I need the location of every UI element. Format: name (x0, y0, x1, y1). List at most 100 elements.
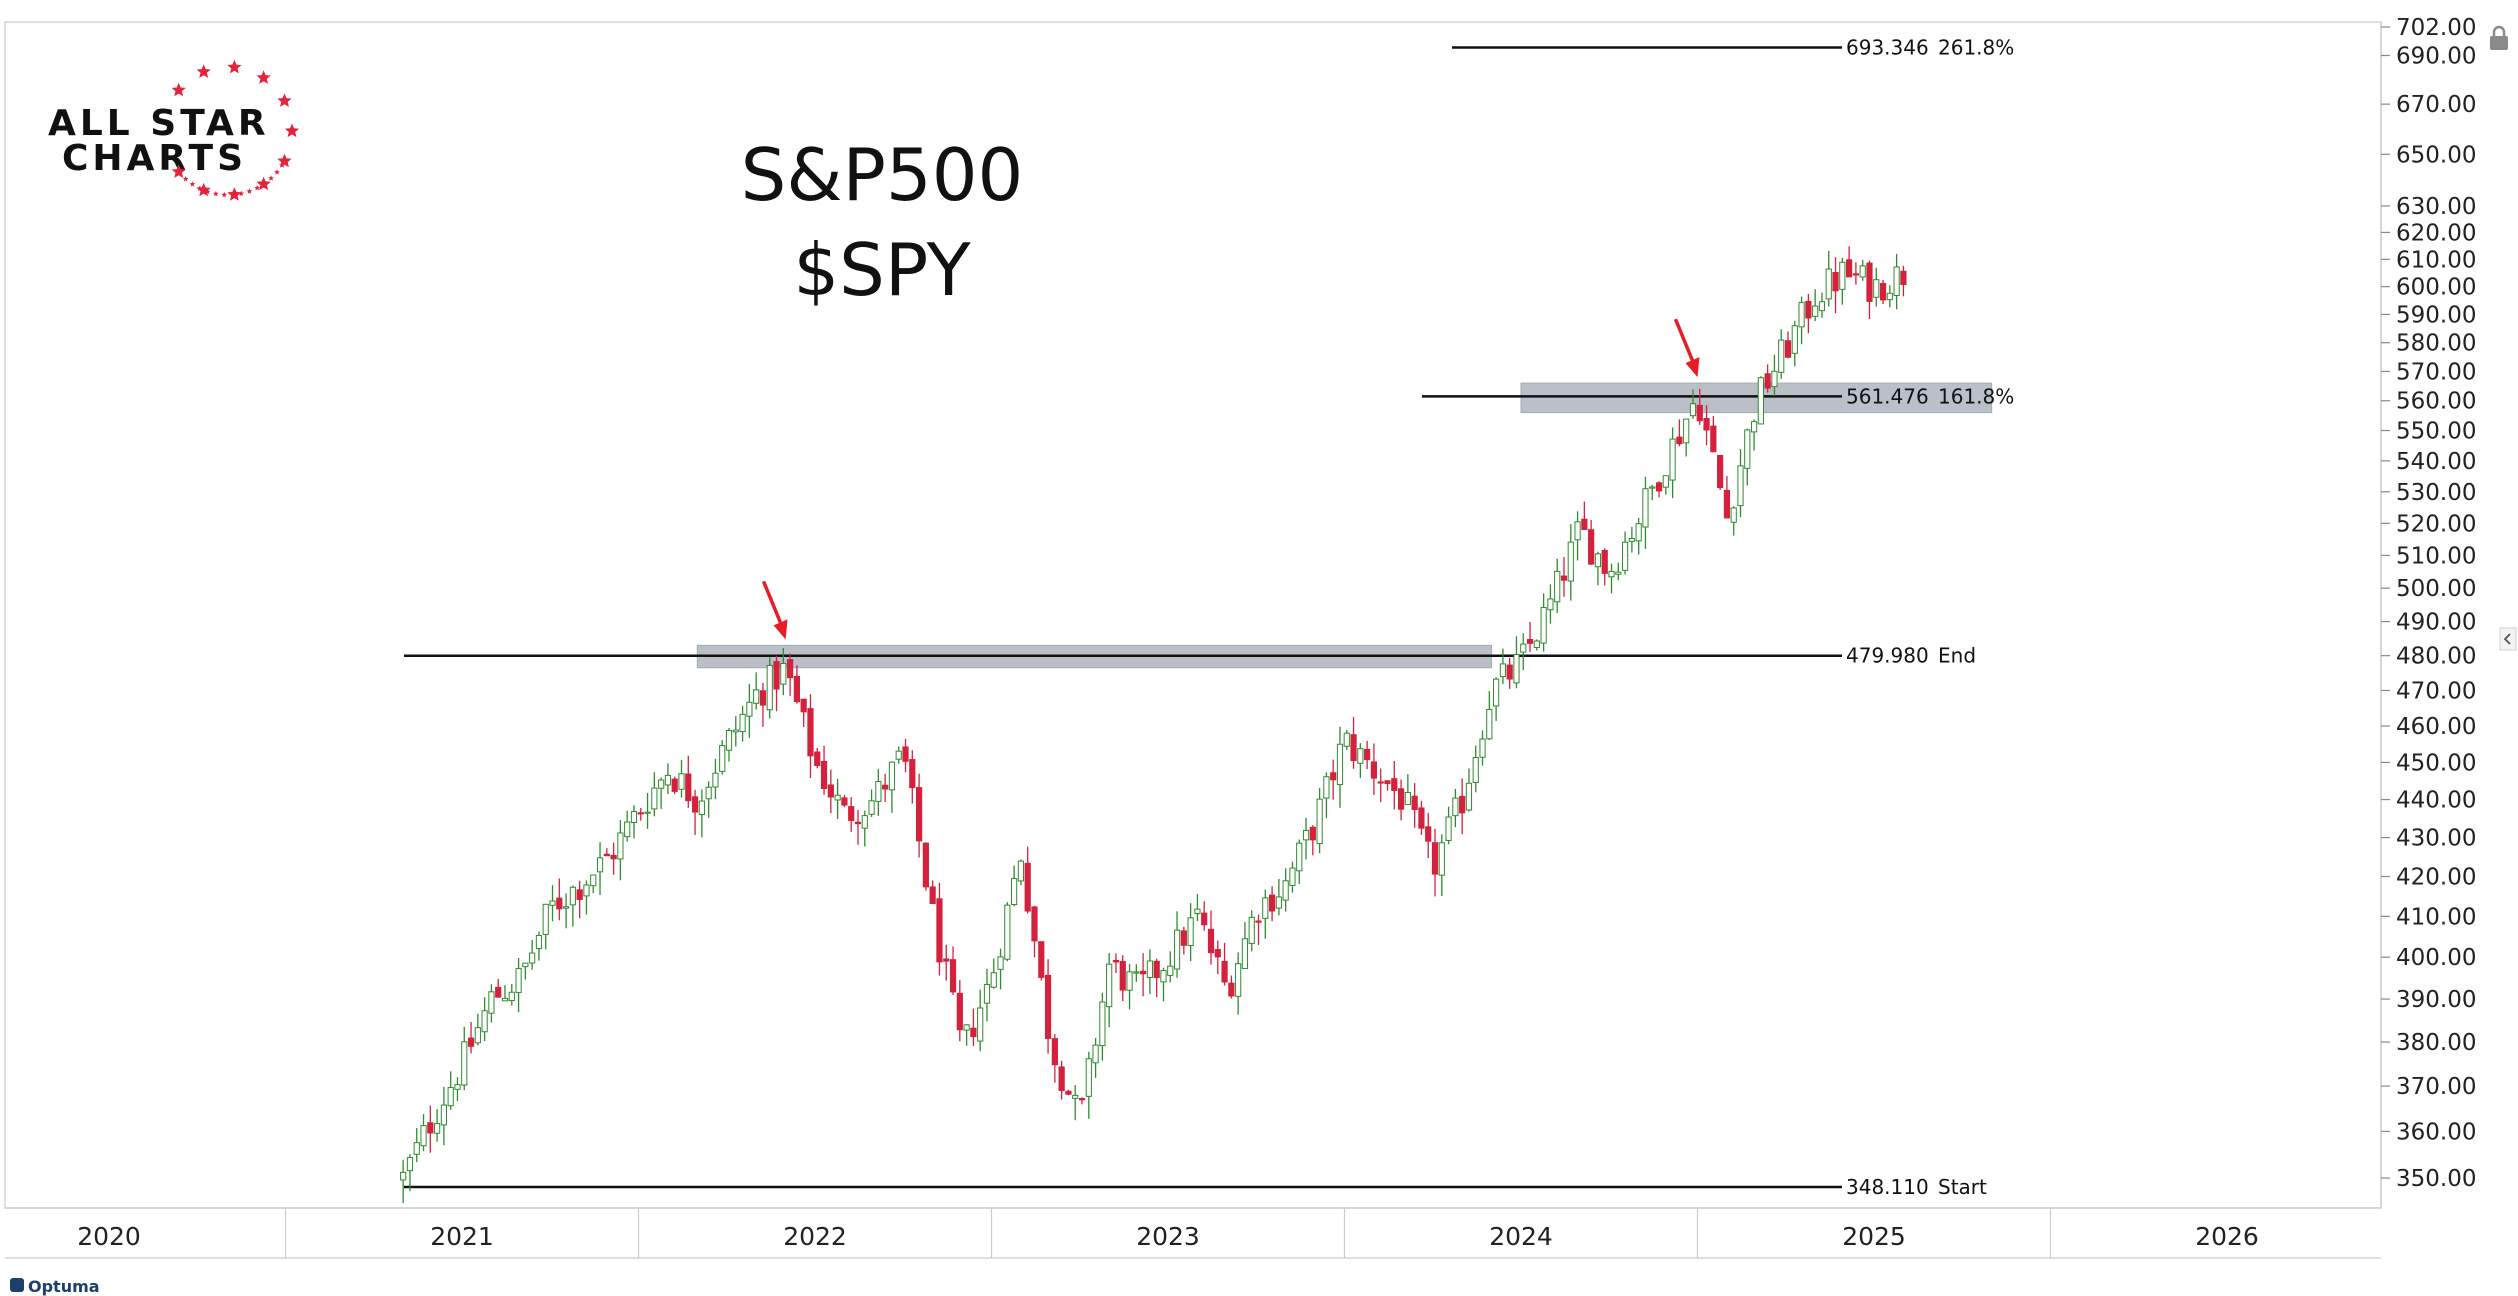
candle-body (963, 1024, 970, 1031)
candle-body (1377, 781, 1384, 784)
candle-body (1364, 749, 1371, 761)
y-tick-label: 670.00 (2396, 92, 2476, 118)
candle-body (780, 662, 787, 685)
candle-body (617, 832, 624, 860)
x-tick-label: 2023 (1136, 1222, 1200, 1251)
candle-body (1764, 373, 1771, 389)
candle-body (732, 729, 739, 733)
candle-body (1750, 421, 1758, 433)
y-tick-label: 480.00 (2396, 644, 2476, 670)
candle-body (1893, 266, 1900, 296)
x-tick-label: 2025 (1842, 1222, 1906, 1251)
y-tick-label: 420.00 (2396, 864, 2476, 890)
candle-body (1078, 1098, 1086, 1101)
resistance-zone (1520, 382, 1993, 414)
y-tick-label: 500.00 (2396, 576, 2476, 602)
candle-body (1296, 842, 1303, 872)
chart-title: S&P500 (741, 133, 1024, 217)
candle-body (827, 784, 834, 798)
y-tick-label: 390.00 (2396, 987, 2476, 1013)
candle-body (1323, 776, 1330, 799)
fib-level-ratio: 161.8% (1938, 384, 2014, 408)
candle-body (1798, 301, 1805, 328)
x-axis-ticks: 2020 2021 2022 2023 2024 2025 2026 (5, 1208, 2381, 1259)
candle-body (1004, 904, 1011, 960)
y-tick-label: 650.00 (2396, 142, 2476, 168)
candle-body (1567, 541, 1574, 582)
candle-body (875, 780, 882, 802)
chevron-left-icon[interactable] (2499, 627, 2517, 651)
candle-body (658, 779, 665, 789)
y-tick-label: 570.00 (2396, 359, 2476, 385)
logo-star (261, 180, 268, 186)
candle-body (949, 959, 957, 993)
candle-body (1282, 880, 1289, 901)
candle-body (1723, 489, 1731, 519)
candle-body (1350, 734, 1357, 762)
logo-star (274, 169, 280, 175)
candle-body (1397, 788, 1405, 810)
candle-body (420, 1125, 427, 1147)
optuma-label: Optuma (28, 1277, 100, 1296)
candle-body (1621, 541, 1629, 571)
candle-body (624, 821, 631, 838)
candle-body (1588, 529, 1595, 565)
candle-body (1900, 270, 1907, 285)
candle-body (1357, 748, 1364, 764)
candle-body (569, 886, 576, 906)
candle-body (1533, 640, 1540, 648)
candle-body (1275, 896, 1282, 909)
y-tick-label: 380.00 (2396, 1030, 2476, 1056)
candle-body (1153, 960, 1160, 979)
candle-body (1540, 607, 1547, 644)
candle-body (1818, 301, 1826, 312)
y-tick-label: 490.00 (2396, 610, 2476, 636)
candle-body (1180, 930, 1187, 946)
candle-body (1031, 906, 1038, 942)
candle-body (1717, 454, 1724, 489)
candle-body (1791, 325, 1798, 354)
y-tick-label: 580.00 (2396, 331, 2476, 357)
logo-star (227, 59, 242, 74)
logo-star (189, 181, 196, 187)
candle-body (1248, 916, 1255, 944)
candle-body (535, 935, 543, 950)
y-axis-ticks: 350.00 360.00 370.00 380.00 390.00 400.00 410.… (2381, 15, 2476, 1192)
logo-star (204, 188, 211, 195)
candle-body (970, 1027, 977, 1038)
fib-level-ratio: End (1938, 644, 1976, 668)
candle-body (1628, 538, 1635, 542)
candle-body (474, 1027, 481, 1044)
candle-body (610, 854, 617, 860)
candle-body (1649, 486, 1656, 489)
candle-body (1072, 1094, 1079, 1099)
candle-body (1513, 654, 1520, 684)
plot-frame (4, 21, 2382, 1209)
lock-icon[interactable] (2490, 25, 2508, 50)
candle-body (1703, 418, 1710, 431)
candle-body (1065, 1090, 1072, 1095)
candle-body (406, 1157, 414, 1172)
fib-level-value: 561.476 (1846, 384, 1929, 408)
candle-body (698, 800, 705, 816)
candle-body (1289, 867, 1296, 886)
candle-body (637, 812, 644, 815)
candle-body (1106, 963, 1113, 1008)
candle-body (556, 897, 563, 910)
candle-body (956, 992, 963, 1031)
candle-body (1655, 482, 1663, 492)
candle-body (725, 729, 733, 751)
x-tick-label: 2022 (783, 1222, 847, 1251)
candle-body (1642, 488, 1649, 528)
y-tick-label: 550.00 (2396, 419, 2476, 445)
candle-body (1336, 743, 1344, 786)
candle-body (671, 778, 678, 792)
candle-body (1044, 974, 1052, 1039)
candle-body (529, 952, 536, 964)
x-tick-label: 2026 (2195, 1222, 2259, 1251)
candle-body (841, 797, 848, 806)
candle-body (1418, 807, 1425, 829)
candle-body (800, 698, 807, 713)
candle-body (1839, 261, 1846, 290)
candle-body (413, 1142, 420, 1155)
